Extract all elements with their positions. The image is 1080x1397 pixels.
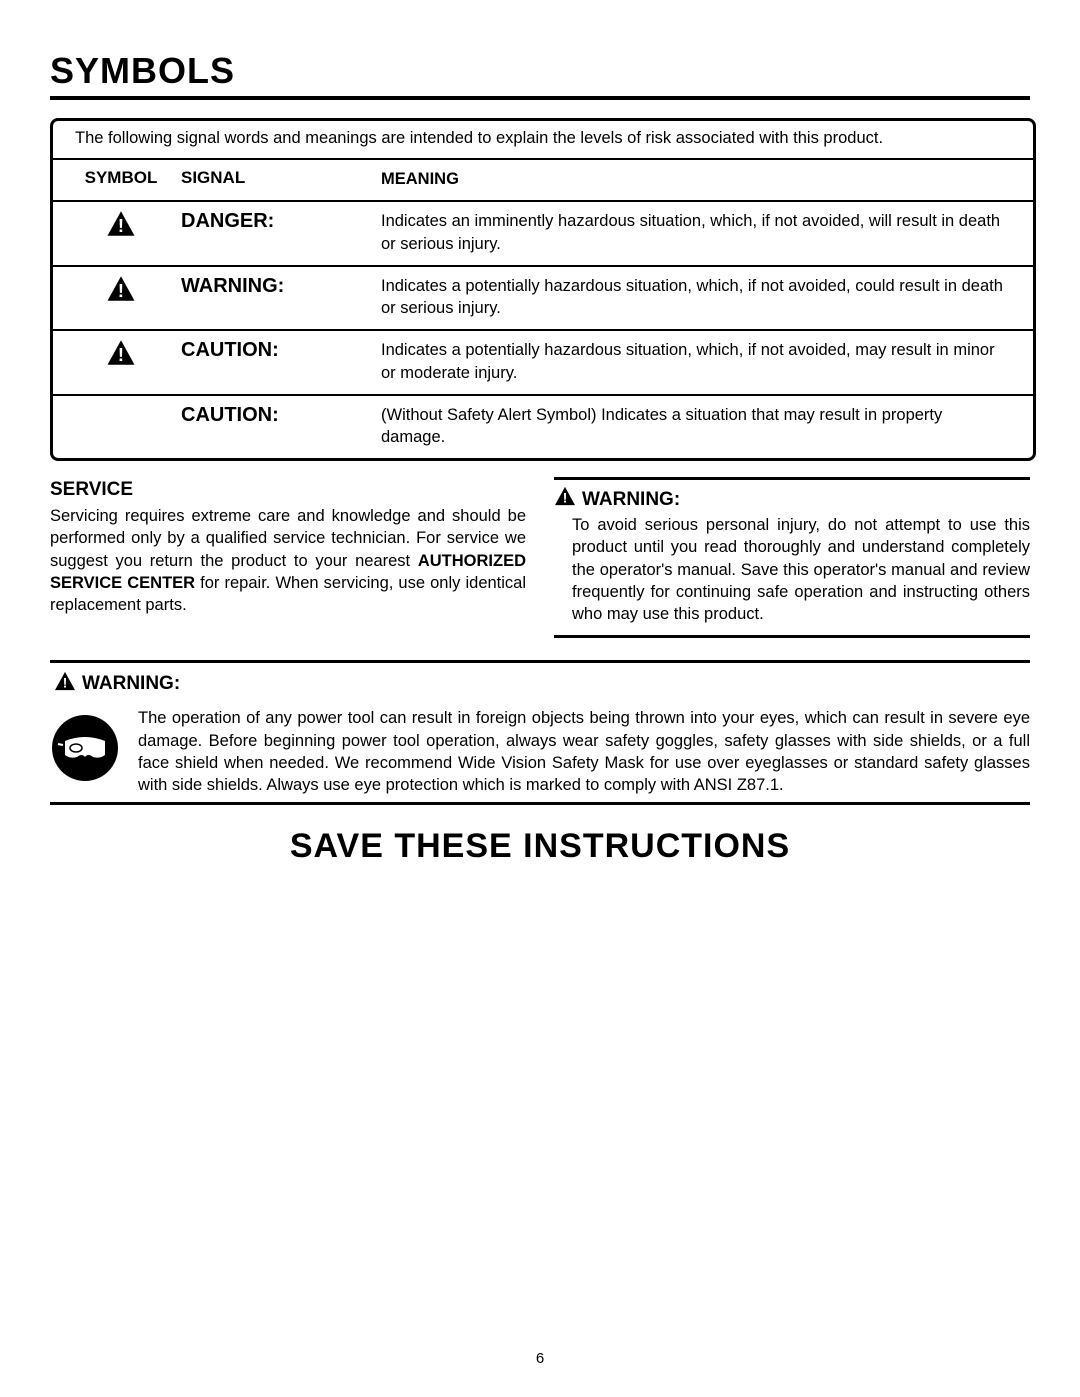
warning-right-body: To avoid serious personal injury, do not… <box>554 514 1030 625</box>
row-meaning-cell: (Without Safety Alert Symbol) Indicates … <box>381 404 1011 449</box>
row-signal-cell: DANGER: <box>181 210 381 233</box>
goggles-icon <box>50 713 120 789</box>
table-header-row: SYMBOL SIGNAL MEANING <box>53 158 1033 200</box>
warning-right-column: ! WARNING: To avoid serious personal inj… <box>554 477 1030 638</box>
table-intro: The following signal words and meanings … <box>53 121 1033 158</box>
safety-alert-icon: ! <box>54 671 76 697</box>
safety-alert-icon: ! <box>106 210 136 242</box>
row-signal-cell: WARNING: <box>181 275 381 298</box>
service-body: Servicing requires extreme care and know… <box>50 505 526 616</box>
row-symbol-cell: ! <box>61 339 181 371</box>
row-signal-cell: CAUTION: <box>181 339 381 362</box>
table-row: ! DANGER:Indicates an imminently hazardou… <box>53 200 1033 265</box>
full-warning-section: ! WARNING: The operation of any power to… <box>50 660 1030 805</box>
safety-alert-icon: ! <box>106 339 136 371</box>
row-meaning-cell: Indicates an imminently hazardous situat… <box>381 210 1011 255</box>
warning-full-heading: ! WARNING: <box>50 671 1030 697</box>
svg-text:!: ! <box>63 676 68 691</box>
header-symbol: SYMBOL <box>61 168 181 188</box>
service-heading: SERVICE <box>50 477 526 503</box>
warning-full-body: The operation of any power tool can resu… <box>138 707 1030 796</box>
warning-right-heading: ! WARNING: <box>554 486 1030 514</box>
table-row: ! CAUTION:Indicates a potentially hazardo… <box>53 329 1033 394</box>
title-rule <box>50 96 1030 100</box>
page-number: 6 <box>0 1350 1080 1367</box>
row-symbol-cell: ! <box>61 210 181 242</box>
service-column: SERVICE Servicing requires extreme care … <box>50 477 526 638</box>
header-signal: SIGNAL <box>181 168 381 188</box>
svg-text:!: ! <box>118 280 124 301</box>
safety-alert-icon: ! <box>106 275 136 307</box>
table-row: ! WARNING:Indicates a potentially hazardo… <box>53 265 1033 330</box>
row-symbol-cell: ! <box>61 275 181 307</box>
warning-bottom-rule <box>50 802 1030 805</box>
svg-text:!: ! <box>118 215 124 236</box>
table-row: CAUTION:(Without Safety Alert Symbol) In… <box>53 394 1033 459</box>
svg-text:!: ! <box>118 344 124 365</box>
safety-alert-icon: ! <box>554 486 576 514</box>
symbol-table: The following signal words and meanings … <box>50 118 1036 461</box>
warning-top-rule <box>50 660 1030 663</box>
page-title: SYMBOLS <box>50 50 1030 92</box>
svg-text:!: ! <box>563 491 568 506</box>
row-meaning-cell: Indicates a potentially hazardous situat… <box>381 275 1011 320</box>
row-meaning-cell: Indicates a potentially hazardous situat… <box>381 339 1011 384</box>
header-meaning: MEANING <box>381 168 1011 190</box>
row-signal-cell: CAUTION: <box>181 404 381 427</box>
two-column-section: SERVICE Servicing requires extreme care … <box>50 477 1030 638</box>
save-instructions-heading: SAVE THESE INSTRUCTIONS <box>50 827 1030 866</box>
